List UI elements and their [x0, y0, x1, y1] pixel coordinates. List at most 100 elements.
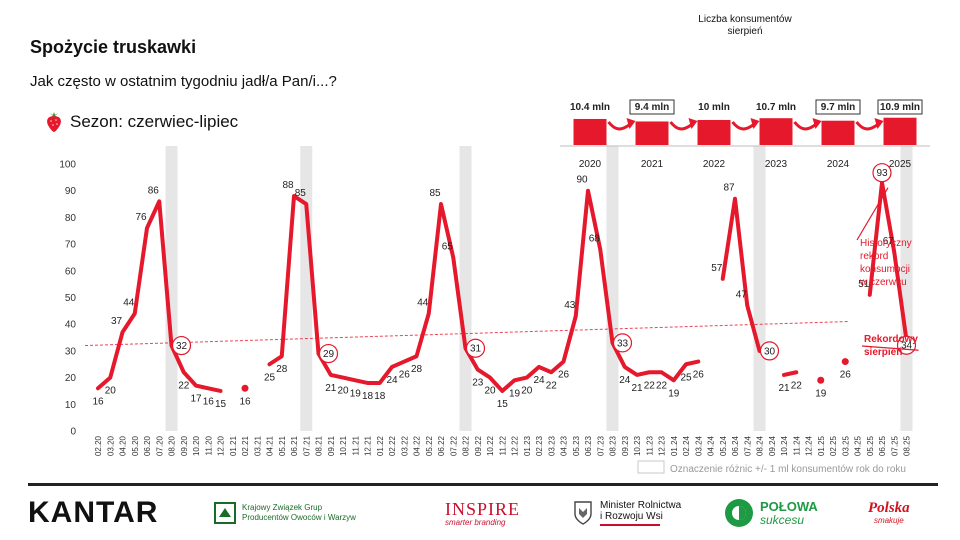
x-tick-label: 04.25	[854, 435, 863, 456]
legend-text: Oznaczenie różnic +/- 1 ml konsumentów r…	[670, 464, 906, 475]
x-tick-label: 08.22	[462, 435, 471, 456]
data-label: 34	[901, 341, 913, 352]
data-label: 76	[135, 212, 147, 223]
x-tick-label: 05.21	[278, 435, 287, 456]
data-label: 20	[521, 386, 533, 397]
data-label: 20	[105, 386, 117, 397]
y-tick-label: 40	[65, 320, 77, 331]
x-tick-label: 08.21	[315, 435, 324, 456]
x-tick-label: 05.24	[719, 435, 728, 456]
legend-swatch	[637, 460, 665, 474]
bar-arrow-shaft	[855, 121, 880, 131]
data-label: 65	[442, 241, 454, 252]
x-tick-label: 11.20	[204, 435, 213, 455]
y-tick-label: 50	[65, 293, 77, 304]
bar-arrow	[669, 118, 698, 131]
bar-year-label: 2024	[827, 159, 850, 170]
data-label: 24	[533, 375, 545, 386]
highlight-band	[753, 146, 766, 431]
consumers-title-line-2: sierpień	[727, 26, 763, 37]
data-label: 31	[470, 344, 482, 355]
season-text: Sezon: czerwiec-lipiec	[70, 112, 239, 131]
footer-divider	[28, 483, 938, 486]
consumer-bar	[883, 117, 917, 145]
data-label: 44	[123, 298, 135, 309]
consumers-title-line-1: Liczba konsumentów	[698, 14, 792, 25]
bar-arrow-shaft	[669, 121, 694, 131]
circled-label-ring	[171, 335, 192, 356]
data-label: 47	[736, 290, 748, 301]
circled-label-ring	[612, 333, 633, 353]
series-line	[720, 196, 762, 353]
data-label: 85	[295, 188, 307, 199]
y-tick-label: 100	[59, 160, 76, 171]
footer: KANTAR Krajowy Związek Grup Producentów …	[0, 486, 960, 540]
x-tick-label: 08.20	[168, 435, 177, 456]
data-label: 16	[203, 396, 215, 407]
eagle-emblem-icon	[574, 501, 592, 525]
y-tick-label: 30	[65, 346, 77, 357]
x-tick-label: 07.23	[596, 435, 605, 456]
x-tick-label: 06.22	[437, 435, 446, 456]
x-tick-label: 01.21	[229, 435, 238, 456]
x-tick-label: 05.23	[572, 435, 581, 456]
bar-value-label: 10.7 mln	[756, 102, 796, 113]
bar-arrow-head	[874, 118, 884, 129]
data-label: 26	[840, 370, 852, 381]
x-tick-label: 04.21	[266, 435, 275, 456]
x-tick-label: 11.24	[792, 435, 801, 455]
data-label: 15	[497, 399, 509, 410]
data-label: 87	[723, 183, 735, 194]
annotation-record-august: Rekordowy	[864, 334, 918, 345]
y-tick-label: 80	[65, 213, 77, 224]
x-tick-label: 09.22	[474, 435, 483, 456]
bar-value-label: 10.4 mln	[570, 102, 610, 113]
data-label: 26	[693, 370, 705, 381]
data-label: 25	[680, 372, 692, 383]
highlight-band	[606, 146, 619, 431]
bar-arrow	[731, 118, 760, 131]
bar-year-label: 2023	[765, 159, 788, 170]
ministry-logo: Minister Rolnictwa i Rozwoju Wsi	[572, 486, 681, 540]
data-point	[841, 358, 849, 366]
bar-value-label: 9.4 mln	[635, 102, 669, 113]
data-label: 86	[148, 185, 160, 196]
bar-arrow-head	[688, 118, 698, 129]
data-label: 85	[429, 188, 441, 199]
y-tick-label: 20	[65, 373, 77, 384]
x-tick-label: 09.20	[180, 435, 189, 456]
x-tick-label: 12.24	[805, 435, 814, 456]
strawberry-icon	[47, 112, 61, 132]
x-tick-label: 10.22	[486, 435, 495, 456]
data-label: 19	[815, 388, 827, 399]
polowa-emblem-icon	[725, 499, 753, 527]
data-label: 57	[711, 263, 723, 274]
data-label: 16	[239, 396, 251, 407]
kantar-logo: KANTAR	[28, 496, 159, 529]
y-tick-label: 90	[65, 186, 77, 197]
polowa-sukcesu-logo: POŁOWA sukcesu	[724, 486, 818, 540]
x-tick-label: 05.25	[866, 435, 875, 456]
x-tick-label: 04.23	[560, 435, 569, 456]
highlight-band	[459, 146, 472, 431]
annotation-record-august: sierpień	[864, 347, 902, 358]
y-tick-label: 0	[70, 427, 76, 438]
data-label: 88	[282, 180, 294, 191]
x-tick-label: 07.20	[155, 435, 164, 456]
data-label: 28	[276, 364, 288, 375]
inspire-tagline: smarter branding	[445, 517, 506, 527]
inspire-name: INSPIRE	[445, 498, 521, 519]
x-tick-label: 02.22	[388, 435, 397, 456]
polowa-line-2: sukcesu	[760, 512, 805, 527]
bar-value-box	[629, 99, 675, 115]
data-label: 44	[417, 298, 429, 309]
consumer-bar	[759, 118, 793, 145]
page-title: Spożycie truskawki	[30, 37, 197, 57]
data-label: 22	[644, 380, 656, 391]
consumers-chart-title: Liczba konsumentów sierpień	[690, 14, 800, 38]
data-label: 18	[362, 391, 374, 402]
x-tick-label: 02.21	[241, 435, 250, 456]
x-tick-label: 10.23	[633, 435, 642, 456]
annotation-record-june: Historyczny	[860, 238, 912, 249]
annotation-arrow	[856, 187, 889, 241]
